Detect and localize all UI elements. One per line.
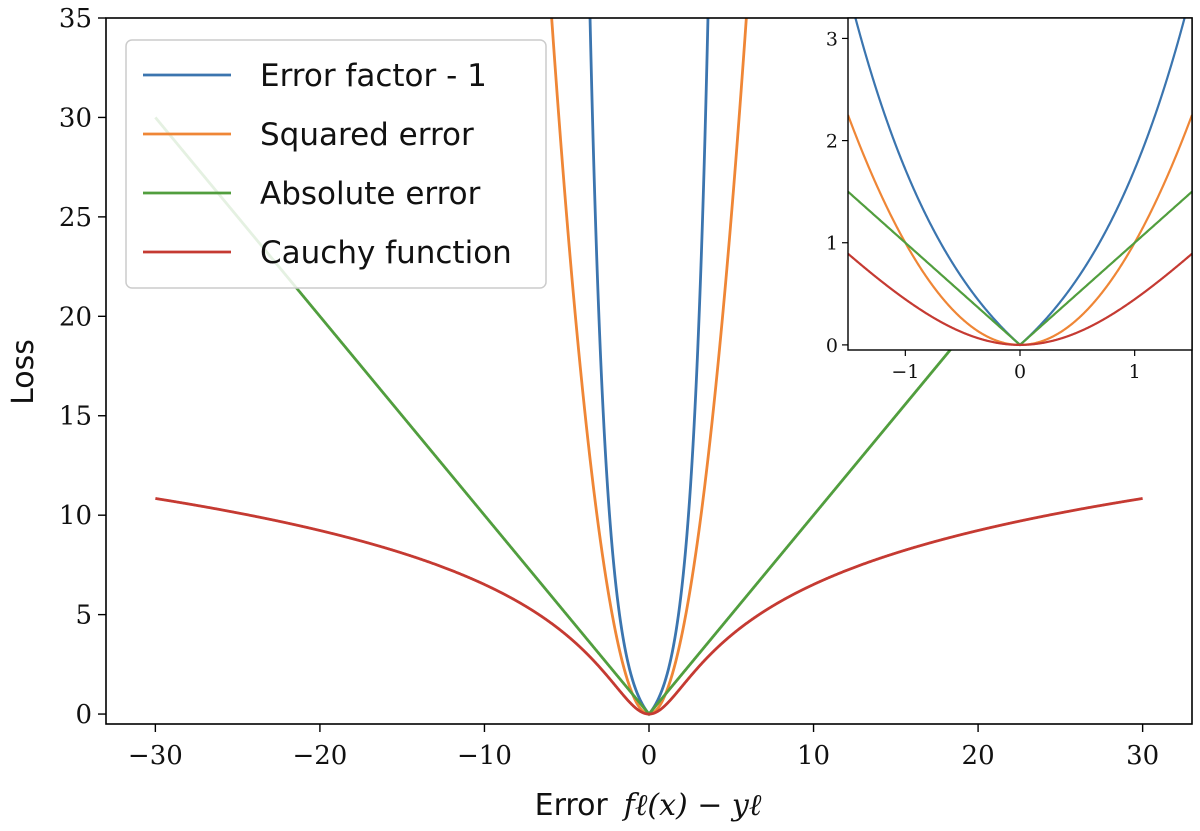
inset-y-axis: 0 1 2 3 xyxy=(826,28,848,357)
x-axis-label-math: fℓ(x) − yℓ xyxy=(622,788,762,823)
main-x-tick-label: 30 xyxy=(1126,741,1159,771)
legend-label-1: Squared error xyxy=(260,117,474,153)
inset-y-tick-label: 1 xyxy=(826,233,838,255)
main-x-tick-label: −10 xyxy=(457,741,512,771)
main-x-tick-label: 20 xyxy=(962,741,995,771)
main-x-tick-label: 0 xyxy=(641,741,658,771)
inset-plot: −1 0 1 0 1 2 3 xyxy=(826,17,1193,383)
inset-series-line-3 xyxy=(848,252,1192,346)
inset-y-tick-label: 3 xyxy=(826,28,838,50)
inset-x-axis: −1 0 1 xyxy=(891,350,1141,383)
main-y-tick-label: 5 xyxy=(75,601,92,631)
main-y-tick-label: 20 xyxy=(59,302,92,332)
main-y-axis: 0 5 10 15 20 25 30 35 xyxy=(59,4,106,730)
main-y-tick-label: 35 xyxy=(59,4,92,34)
inset-background xyxy=(848,18,1192,350)
x-axis-label-word: Error xyxy=(535,788,609,823)
legend-items: Error factor - 1 Squared error Absolute er… xyxy=(143,58,512,271)
main-x-axis: −30 −20 −10 0 10 20 30 xyxy=(128,724,1159,771)
inset-x-tick-label: 0 xyxy=(1014,361,1026,383)
inset-y-tick-label: 2 xyxy=(826,131,838,153)
main-x-tick-label: −20 xyxy=(292,741,347,771)
main-y-tick-label: 30 xyxy=(59,103,92,133)
legend-box xyxy=(125,39,547,289)
main-y-tick-label: 0 xyxy=(75,700,92,730)
legend-label-2: Absolute error xyxy=(260,176,481,212)
y-axis-label: Loss xyxy=(6,339,41,405)
legend-label-3: Cauchy function xyxy=(260,235,512,271)
main-y-tick-label: 10 xyxy=(59,501,92,531)
legend-label-0: Error factor - 1 xyxy=(260,58,487,94)
main-y-tick-label: 15 xyxy=(59,402,92,432)
legend: Error factor - 1 Squared error Absolute er… xyxy=(125,39,547,289)
main-y-tick-label: 25 xyxy=(59,203,92,233)
main-series-line-3 xyxy=(155,497,1143,716)
main-x-tick-label: −30 xyxy=(128,741,183,771)
inset-y-tick-label: 0 xyxy=(826,335,838,357)
inset-x-tick-label: 1 xyxy=(1129,361,1141,383)
main-x-tick-label: 10 xyxy=(797,741,830,771)
inset-series-group xyxy=(848,18,1192,347)
inset-x-tick-label: −1 xyxy=(891,361,919,383)
x-axis-label: Error fℓ(x) − yℓ xyxy=(535,788,762,823)
